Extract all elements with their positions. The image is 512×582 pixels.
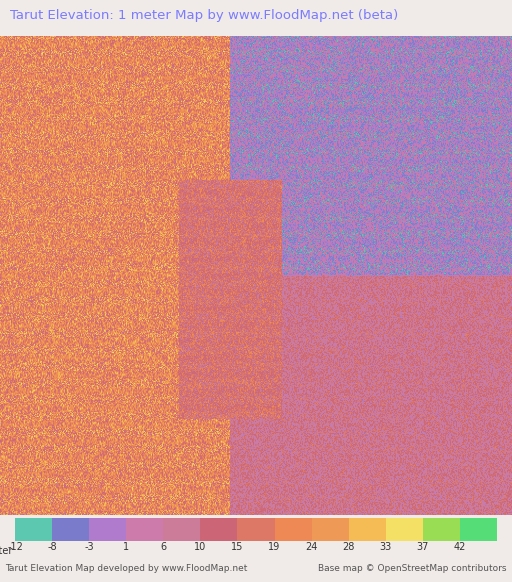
Bar <box>201 518 238 541</box>
Text: 19: 19 <box>268 542 281 552</box>
Text: 24: 24 <box>305 542 318 552</box>
Text: 37: 37 <box>416 542 429 552</box>
Bar <box>15 518 52 541</box>
Text: 10: 10 <box>195 542 207 552</box>
Text: 6: 6 <box>160 542 166 552</box>
Bar <box>238 518 274 541</box>
Text: 28: 28 <box>343 542 355 552</box>
Bar <box>90 518 126 541</box>
Text: 42: 42 <box>454 542 466 552</box>
Bar <box>460 518 497 541</box>
Bar <box>52 518 90 541</box>
Bar <box>163 518 201 541</box>
Text: Tarut Elevation Map developed by www.FloodMap.net: Tarut Elevation Map developed by www.Flo… <box>5 565 247 573</box>
Text: -3: -3 <box>84 542 94 552</box>
Text: 1: 1 <box>123 542 130 552</box>
Bar <box>349 518 386 541</box>
Text: Base map © OpenStreetMap contributors: Base map © OpenStreetMap contributors <box>318 565 507 573</box>
Bar <box>274 518 311 541</box>
Text: Tarut Elevation: 1 meter Map by www.FloodMap.net (beta): Tarut Elevation: 1 meter Map by www.Floo… <box>10 9 398 22</box>
Text: meter: meter <box>0 546 13 556</box>
Text: -12: -12 <box>7 542 24 552</box>
Text: 33: 33 <box>379 542 392 552</box>
Bar <box>126 518 163 541</box>
Text: -8: -8 <box>48 542 57 552</box>
Text: 15: 15 <box>231 542 244 552</box>
Bar <box>386 518 422 541</box>
Bar <box>311 518 349 541</box>
Bar <box>422 518 460 541</box>
